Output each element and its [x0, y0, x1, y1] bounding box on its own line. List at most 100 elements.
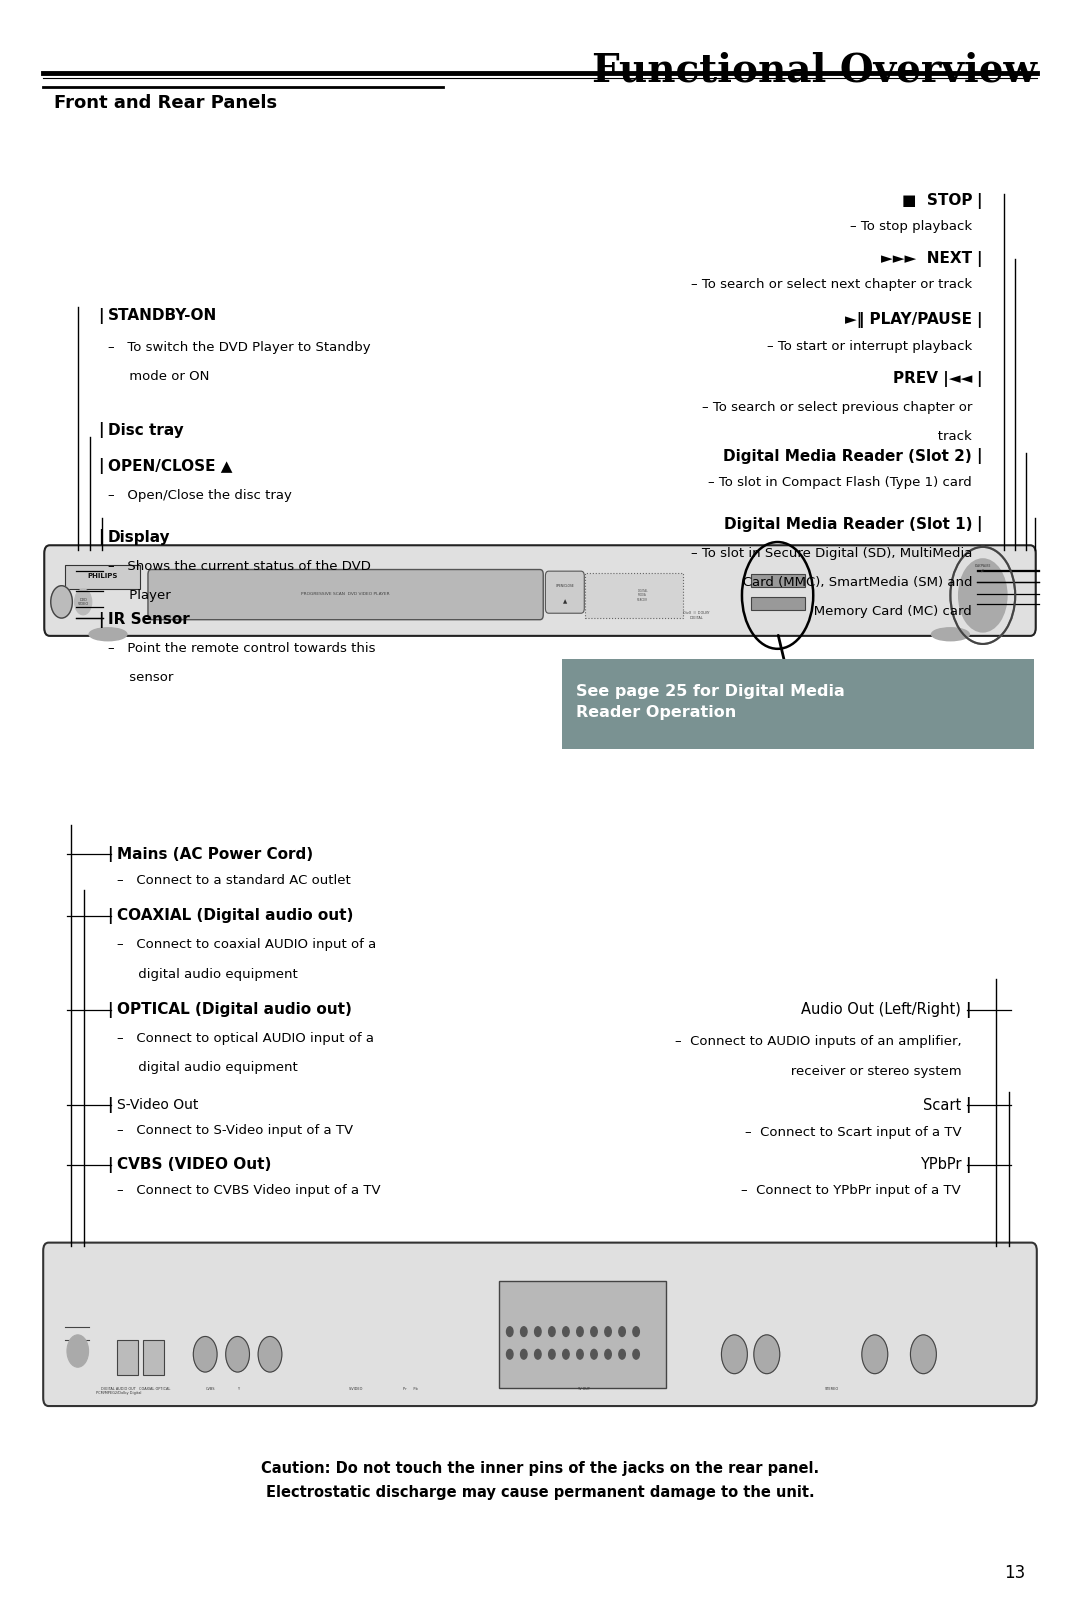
Text: track: track: [926, 430, 972, 443]
Text: PREV |◄◄: PREV |◄◄: [893, 371, 972, 387]
FancyBboxPatch shape: [148, 570, 543, 620]
Text: Display: Display: [108, 529, 171, 545]
Circle shape: [549, 1349, 555, 1359]
Circle shape: [862, 1335, 888, 1374]
Text: CVBS: CVBS: [206, 1387, 215, 1390]
Text: sensor: sensor: [108, 671, 174, 684]
Text: S-Video Out: S-Video Out: [117, 1099, 198, 1112]
Text: |: |: [976, 371, 982, 387]
FancyBboxPatch shape: [44, 545, 1036, 636]
Circle shape: [258, 1336, 282, 1372]
Bar: [65, 565, 140, 589]
Circle shape: [535, 1349, 541, 1359]
Text: |: |: [976, 251, 982, 267]
Circle shape: [605, 1349, 611, 1359]
Circle shape: [633, 1349, 639, 1359]
Text: –  Connect to AUDIO inputs of an amplifier,: – Connect to AUDIO inputs of an amplifie…: [675, 1036, 961, 1048]
Bar: [43, 550, 1037, 631]
Text: digital audio equipment: digital audio equipment: [117, 968, 297, 981]
Circle shape: [535, 1327, 541, 1336]
Text: Y: Y: [237, 1387, 239, 1390]
Text: Front and Rear Panels: Front and Rear Panels: [54, 94, 278, 112]
Text: DIGITAL AUDIO OUT
PCM/MPEG2/Dolby Digital: DIGITAL AUDIO OUT PCM/MPEG2/Dolby Digita…: [96, 1387, 141, 1395]
Text: Caution: Do not touch the inner pins of the jacks on the rear panel.
Electrostat: Caution: Do not touch the inner pins of …: [261, 1461, 819, 1500]
Text: IR Sensor: IR Sensor: [108, 612, 190, 628]
Text: –   To switch the DVD Player to Standby: – To switch the DVD Player to Standby: [108, 341, 370, 354]
Text: |: |: [976, 516, 982, 532]
Bar: [117, 1340, 138, 1375]
Circle shape: [721, 1335, 747, 1374]
Circle shape: [577, 1349, 583, 1359]
Text: Memory Card (MC) card: Memory Card (MC) card: [801, 605, 972, 618]
Text: – To start or interrupt playback: – To start or interrupt playback: [767, 340, 972, 353]
Bar: [751, 597, 805, 610]
Text: –   Connect to a standard AC outlet: – Connect to a standard AC outlet: [117, 874, 350, 887]
Text: |: |: [107, 1097, 112, 1113]
FancyBboxPatch shape: [545, 571, 584, 613]
Circle shape: [591, 1349, 597, 1359]
Text: DivX  II  DOLBY
DIGITAL: DivX II DOLBY DIGITAL: [684, 612, 710, 620]
Text: –   Connect to S-Video input of a TV: – Connect to S-Video input of a TV: [117, 1125, 353, 1137]
Text: |: |: [107, 846, 112, 862]
Text: PHILIPS: PHILIPS: [87, 573, 118, 579]
Circle shape: [193, 1336, 217, 1372]
Circle shape: [619, 1327, 625, 1336]
Text: OPEN/CLOSE: OPEN/CLOSE: [555, 584, 575, 587]
Text: OPEN/CLOSE ▲: OPEN/CLOSE ▲: [108, 458, 232, 474]
Text: |: |: [98, 458, 104, 474]
Text: CVBS (VIDEO Out): CVBS (VIDEO Out): [117, 1157, 271, 1173]
Text: –   Connect to CVBS Video input of a TV: – Connect to CVBS Video input of a TV: [117, 1184, 380, 1197]
Text: ■  STOP: ■ STOP: [902, 193, 972, 209]
Text: |: |: [107, 1002, 112, 1018]
Text: OPTICAL (Digital audio out): OPTICAL (Digital audio out): [117, 1002, 351, 1018]
Text: S-VIDEO: S-VIDEO: [349, 1387, 364, 1390]
Text: ►‖ PLAY/PAUSE: ►‖ PLAY/PAUSE: [845, 312, 972, 328]
Circle shape: [549, 1327, 555, 1336]
Text: receiver or stereo system: receiver or stereo system: [778, 1065, 961, 1078]
Circle shape: [507, 1327, 513, 1336]
Text: See page 25 for Digital Media
Reader Operation: See page 25 for Digital Media Reader Ope…: [576, 684, 845, 720]
Text: |: |: [966, 1002, 971, 1018]
Circle shape: [958, 558, 1008, 633]
Text: |: |: [976, 193, 982, 209]
Text: Mains (AC Power Cord): Mains (AC Power Cord): [117, 846, 313, 862]
Text: DVD
VIDEO: DVD VIDEO: [78, 597, 89, 607]
Text: –   Connect to coaxial AUDIO input of a: – Connect to coaxial AUDIO input of a: [117, 938, 376, 951]
Circle shape: [51, 586, 72, 618]
Circle shape: [577, 1327, 583, 1336]
Circle shape: [591, 1327, 597, 1336]
Circle shape: [507, 1349, 513, 1359]
Text: ►►►  NEXT: ►►► NEXT: [881, 251, 972, 267]
Text: mode or ON: mode or ON: [108, 371, 210, 383]
Bar: [143, 1340, 164, 1375]
Text: |: |: [966, 1097, 971, 1113]
Circle shape: [563, 1349, 569, 1359]
Circle shape: [67, 1335, 89, 1367]
Text: Scart: Scart: [923, 1097, 961, 1113]
Circle shape: [754, 1335, 780, 1374]
Circle shape: [226, 1336, 249, 1372]
Text: COAXIAL OPTICAL: COAXIAL OPTICAL: [138, 1387, 171, 1390]
Text: Player: Player: [108, 589, 171, 602]
Text: – To stop playback: – To stop playback: [850, 220, 972, 233]
Text: Disc tray: Disc tray: [108, 422, 184, 438]
Bar: [562, 659, 1034, 749]
Ellipse shape: [89, 628, 127, 641]
Text: –   Shows the current status of the DVD: – Shows the current status of the DVD: [108, 560, 370, 573]
Text: |: |: [98, 422, 104, 438]
FancyBboxPatch shape: [43, 1243, 1037, 1406]
Text: DIGITAL
MEDIA
READER: DIGITAL MEDIA READER: [637, 589, 648, 602]
Text: YPbPr: YPbPr: [920, 1157, 961, 1173]
Text: |: |: [98, 612, 104, 628]
Circle shape: [75, 589, 92, 615]
Text: –   Connect to optical AUDIO input of a: – Connect to optical AUDIO input of a: [117, 1032, 374, 1045]
Text: COAXIAL (Digital audio out): COAXIAL (Digital audio out): [117, 908, 353, 924]
Bar: [751, 574, 805, 587]
Text: |: |: [966, 1157, 971, 1173]
Bar: [43, 1246, 1037, 1403]
Text: –   Open/Close the disc tray: – Open/Close the disc tray: [108, 489, 292, 502]
Circle shape: [521, 1349, 527, 1359]
Text: |: |: [98, 307, 104, 324]
Text: –  Connect to YPbPr input of a TV: – Connect to YPbPr input of a TV: [742, 1184, 961, 1197]
Text: |: |: [107, 1157, 112, 1173]
